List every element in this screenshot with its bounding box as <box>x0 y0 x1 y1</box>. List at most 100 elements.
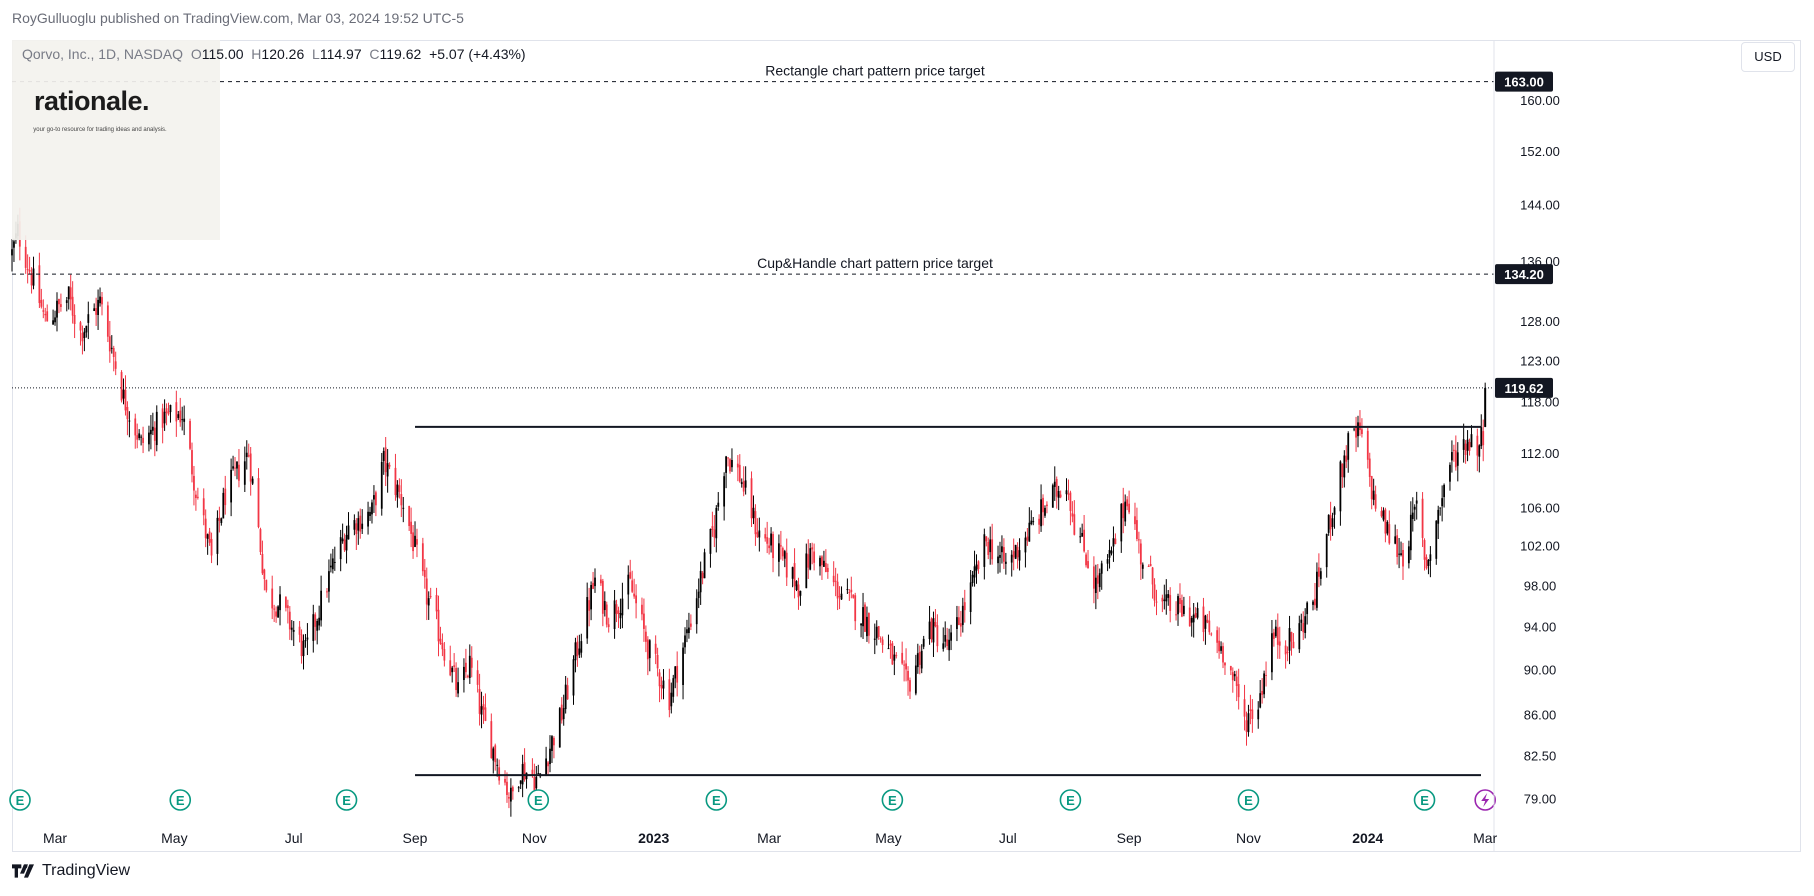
candle-body <box>517 787 520 789</box>
earnings-icon-letter: E <box>534 793 543 808</box>
candle-body <box>150 429 152 435</box>
candle-body <box>275 611 278 617</box>
candle-body <box>333 561 336 563</box>
candle-body <box>1325 533 1328 568</box>
candle-body <box>971 574 974 584</box>
candle-body <box>179 410 182 423</box>
candle-body <box>1134 516 1136 525</box>
candle-body <box>169 405 172 413</box>
candle-body <box>1235 676 1238 687</box>
candle-body <box>711 526 714 530</box>
candle-body <box>1394 536 1397 544</box>
candle-body <box>523 762 526 780</box>
candle-body <box>30 273 33 286</box>
candle-body <box>932 618 935 643</box>
candle-body <box>484 707 487 721</box>
candle-body <box>259 529 262 553</box>
candle-body <box>1136 520 1138 539</box>
earnings-icon <box>169 789 192 811</box>
candle-body <box>572 659 575 696</box>
candle-body <box>852 594 855 598</box>
candle-body <box>1120 504 1123 542</box>
price-tick-label: 128.00 <box>1520 314 1560 329</box>
candle-body <box>394 467 397 496</box>
candle-body <box>893 654 896 661</box>
candle-body <box>901 652 904 664</box>
tradingview-footer[interactable]: TradingView <box>12 862 130 880</box>
candle-body <box>1263 673 1266 695</box>
candle-body <box>167 411 170 415</box>
candle-body <box>963 602 966 611</box>
candle-body <box>709 528 712 554</box>
candle-body <box>120 372 123 401</box>
earnings-icon <box>527 789 550 811</box>
time-tick-label: May <box>875 830 901 846</box>
candle-body <box>243 461 246 485</box>
candle-body <box>218 517 221 521</box>
low-label: L <box>312 46 320 62</box>
candle-body <box>959 623 962 627</box>
time-tick-label: Jul <box>999 830 1017 846</box>
candle-body <box>183 418 186 422</box>
candle-body <box>1059 494 1062 498</box>
candle-body <box>1357 422 1359 437</box>
candle-body <box>811 547 814 550</box>
candle-body <box>699 570 702 593</box>
price-axis-badge-label: 134.20 <box>1504 267 1544 282</box>
candle-body <box>930 618 933 640</box>
candle-body <box>140 436 143 438</box>
candle-body <box>860 623 862 626</box>
candle-body <box>1343 455 1346 478</box>
open-value: 115.00 <box>201 46 244 62</box>
candle-body <box>208 531 211 543</box>
candle-body <box>1237 684 1240 698</box>
candle-body <box>1218 640 1221 652</box>
candle-body <box>999 554 1001 558</box>
candle-body <box>785 552 788 578</box>
candle-body <box>81 332 84 342</box>
candle-body <box>206 534 209 539</box>
chart-frame <box>12 40 1801 852</box>
target-annotation: Cup&Handle chart pattern price target <box>757 255 993 271</box>
close-label: C <box>369 46 380 62</box>
candle-body <box>672 678 675 697</box>
candle-body <box>155 411 158 446</box>
high-value: 120.26 <box>261 46 305 62</box>
candle-body <box>181 419 184 421</box>
candle-body <box>566 685 569 700</box>
candle-body <box>302 640 305 657</box>
candle-body <box>416 539 418 545</box>
candle-body <box>1333 507 1336 515</box>
candle-body <box>725 456 727 473</box>
close-value: 119.62 <box>379 46 422 62</box>
candle-body <box>367 511 369 527</box>
candle-body <box>466 675 469 677</box>
candle-body <box>916 653 919 668</box>
symbol-name: Qorvo, Inc., 1D, NASDAQ <box>22 46 184 62</box>
candle-body <box>553 737 555 746</box>
candle-body <box>799 590 802 596</box>
candle-body <box>65 300 68 303</box>
time-tick-label: May <box>161 830 187 846</box>
candle-body <box>290 627 293 630</box>
candle-body <box>607 624 610 628</box>
earnings-icon-letter: E <box>1420 793 1429 808</box>
time-axis: Mar May Jul Sep Nov 2023 Mar May Jul Sep Nov 2024 Ma… <box>43 830 1498 846</box>
candle-body <box>494 745 497 763</box>
candle-body <box>369 511 371 516</box>
candle-body <box>1302 623 1305 633</box>
candle-body <box>414 535 416 547</box>
candle-body <box>46 311 49 322</box>
candle-body <box>1202 606 1205 633</box>
candle-body <box>629 572 632 579</box>
candle-body <box>823 560 825 567</box>
currency-button[interactable]: USD <box>1741 42 1795 72</box>
candle-body <box>727 457 729 459</box>
earnings-icon <box>335 789 358 811</box>
candle-body <box>38 265 41 304</box>
candle-body <box>695 598 698 625</box>
candle-body <box>1470 434 1473 448</box>
candle-body <box>909 680 911 692</box>
candle-body <box>1065 490 1068 495</box>
